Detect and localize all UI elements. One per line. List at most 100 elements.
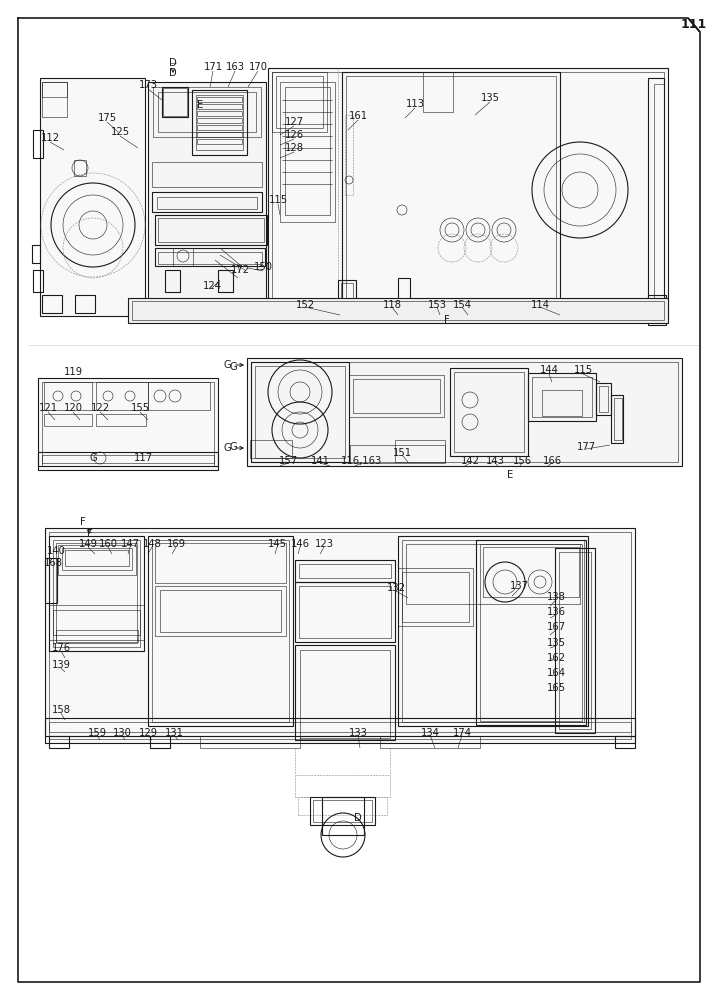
Text: 117: 117 xyxy=(133,453,153,463)
Text: 121: 121 xyxy=(39,403,58,413)
Bar xyxy=(75,295,95,313)
Text: F: F xyxy=(80,517,86,527)
Bar xyxy=(648,295,666,325)
Bar xyxy=(158,218,264,242)
Bar xyxy=(56,630,138,642)
Bar xyxy=(295,645,395,740)
Text: 123: 123 xyxy=(314,539,333,549)
Bar xyxy=(152,162,262,187)
Bar xyxy=(160,590,281,632)
Text: 176: 176 xyxy=(52,643,71,653)
Text: F: F xyxy=(87,529,93,539)
Bar xyxy=(96,414,146,426)
Text: 136: 136 xyxy=(547,607,566,617)
Bar xyxy=(62,548,132,570)
Bar xyxy=(380,736,480,748)
Bar xyxy=(272,72,327,132)
Bar xyxy=(33,130,43,158)
Bar xyxy=(58,545,136,575)
Text: 120: 120 xyxy=(63,403,82,413)
Text: 153: 153 xyxy=(427,300,446,310)
Bar xyxy=(345,115,353,195)
Bar xyxy=(295,775,390,797)
Bar xyxy=(45,558,57,603)
Text: 122: 122 xyxy=(90,403,109,413)
Text: 131: 131 xyxy=(165,728,183,738)
Text: 139: 139 xyxy=(52,660,71,670)
Bar xyxy=(480,544,582,721)
Bar xyxy=(173,248,193,266)
Text: 156: 156 xyxy=(513,456,531,466)
Text: 115: 115 xyxy=(574,365,593,375)
Bar xyxy=(338,280,356,318)
Text: G: G xyxy=(223,360,231,370)
Bar xyxy=(197,118,242,123)
Text: 164: 164 xyxy=(547,668,566,678)
Bar xyxy=(42,382,214,466)
Bar xyxy=(40,78,145,316)
Text: 138: 138 xyxy=(547,592,566,602)
Bar xyxy=(272,72,664,314)
Text: D: D xyxy=(354,813,362,823)
Bar xyxy=(542,390,582,416)
Text: 116,163: 116,163 xyxy=(341,456,383,466)
Text: 155: 155 xyxy=(130,403,149,413)
Bar xyxy=(251,362,349,462)
Bar xyxy=(342,72,560,322)
Bar xyxy=(555,548,595,733)
Bar xyxy=(96,382,148,410)
Bar xyxy=(162,87,188,117)
Text: 115: 115 xyxy=(269,195,288,205)
Bar xyxy=(346,76,556,318)
Bar xyxy=(163,88,187,116)
Text: 170: 170 xyxy=(248,62,267,72)
Bar xyxy=(157,197,257,209)
Text: 165: 165 xyxy=(547,683,566,693)
Bar xyxy=(298,797,387,815)
Bar xyxy=(654,84,664,300)
Bar xyxy=(247,358,682,466)
Bar xyxy=(280,82,335,222)
Text: 143: 143 xyxy=(486,456,505,466)
Bar xyxy=(42,82,67,97)
Text: 168: 168 xyxy=(44,558,63,568)
Text: 132: 132 xyxy=(387,583,405,593)
Bar xyxy=(74,160,86,176)
Bar xyxy=(349,375,444,417)
Text: 146: 146 xyxy=(290,539,309,549)
Bar xyxy=(192,90,247,155)
Bar xyxy=(155,248,265,266)
Text: 134: 134 xyxy=(421,728,440,738)
Bar xyxy=(44,414,92,426)
Bar xyxy=(49,722,631,732)
Bar xyxy=(395,440,445,462)
Bar xyxy=(483,547,579,597)
Text: 169: 169 xyxy=(167,539,186,549)
Text: D: D xyxy=(169,58,177,68)
Text: 118: 118 xyxy=(382,300,402,310)
Bar xyxy=(153,87,261,137)
Bar xyxy=(197,132,242,137)
Text: 150: 150 xyxy=(253,262,272,272)
Bar xyxy=(197,125,242,130)
Text: 177: 177 xyxy=(577,442,596,452)
Text: 145: 145 xyxy=(267,539,287,549)
Bar xyxy=(218,270,233,292)
Bar xyxy=(295,582,395,642)
Bar xyxy=(285,87,330,215)
Bar xyxy=(158,92,256,132)
Text: 133: 133 xyxy=(349,728,368,738)
Bar xyxy=(276,76,323,128)
Bar xyxy=(398,278,410,318)
Bar xyxy=(423,72,453,112)
Text: 119: 119 xyxy=(63,367,82,377)
Bar xyxy=(402,572,469,622)
Bar xyxy=(402,540,584,722)
Bar xyxy=(132,301,664,320)
Text: G: G xyxy=(89,453,97,463)
Text: 152: 152 xyxy=(296,300,314,310)
Bar xyxy=(150,736,170,748)
Bar xyxy=(200,736,300,748)
Bar xyxy=(611,395,623,443)
Text: G: G xyxy=(229,442,237,452)
